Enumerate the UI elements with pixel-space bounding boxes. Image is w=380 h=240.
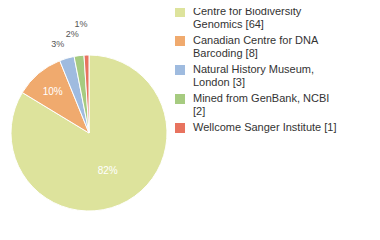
html-text:Mined from GenBank, NCBI [2]: Mined from GenBank, NCBI [2] <box>193 92 330 117</box>
html-text:Natural History Museum, London: Natural History Museum, London [3] <box>193 63 314 88</box>
svg-text:2%: 2% <box>66 29 79 39</box>
svg-text:10%: 10% <box>43 86 63 97</box>
html-text:Wellcome Sanger Institute [1]: Wellcome Sanger Institute [1] <box>193 121 337 133</box>
svg-text:3%: 3% <box>51 39 64 49</box>
html-text:Canadian Centre for DNA Barcod: Canadian Centre for DNA Barcoding [8] <box>193 34 318 59</box>
html-text:Centre for Biodiversity Genomi: Centre for Biodiversity Genomics [64] <box>193 5 302 30</box>
svg-text:82%: 82% <box>98 165 118 176</box>
svg-text:1%: 1% <box>75 19 88 29</box>
